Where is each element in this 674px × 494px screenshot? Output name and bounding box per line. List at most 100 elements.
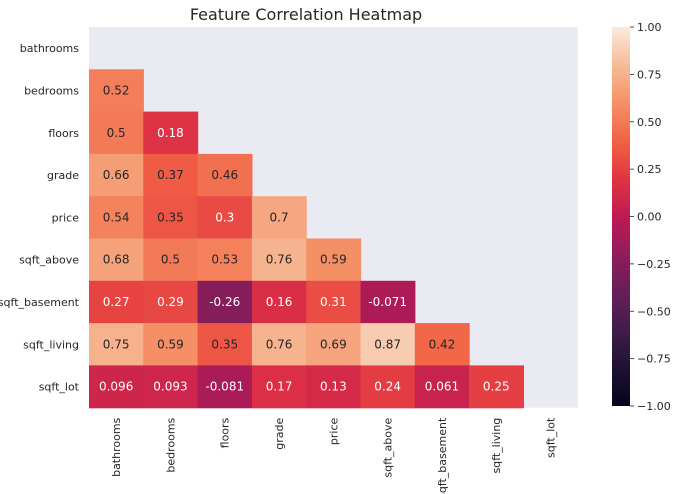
- cell-value-label: 0.096: [99, 380, 133, 394]
- cell-value-label: -0.26: [209, 295, 240, 309]
- x-tick-label: sqft_lot: [545, 417, 558, 458]
- heatmap-cell: [414, 323, 470, 366]
- colorbar-tick-label: 0.25: [637, 163, 662, 176]
- cell-value-label: 0.42: [429, 337, 456, 351]
- heatmap-cell: [251, 280, 307, 324]
- cell-value-label: 0.54: [103, 210, 130, 224]
- cell-value-label: -0.081: [205, 380, 244, 394]
- y-tick-label: grade: [47, 169, 79, 182]
- cell-value-label: 0.5: [107, 126, 126, 140]
- heatmap-cell: [197, 238, 253, 282]
- colorbar-tick-label: 1.00: [637, 21, 662, 34]
- heatmap-cell: [197, 323, 253, 366]
- heatmap-cell: [143, 111, 199, 155]
- x-tick-label: sqft_living: [490, 418, 503, 474]
- cell-value-label: 0.3: [215, 210, 234, 224]
- cell-value-label: 0.66: [103, 168, 130, 182]
- y-tick-label: sqft_above: [19, 254, 79, 267]
- x-tick-label: bedrooms: [164, 417, 177, 472]
- heatmap-cell: [143, 238, 199, 282]
- cell-value-label: 0.76: [266, 253, 293, 267]
- cell-value-label: 0.75: [103, 337, 130, 351]
- colorbar-tick-label: 0.00: [637, 211, 662, 224]
- cell-value-label: 0.29: [157, 295, 184, 309]
- colorbar-tick-label: 0.75: [637, 68, 662, 81]
- cell-value-label: 0.18: [157, 126, 184, 140]
- heatmap-cell: [89, 196, 144, 240]
- heatmap-cell: [143, 153, 199, 197]
- cell-value-label: 0.13: [320, 380, 347, 394]
- heatmap-cell: [89, 153, 144, 197]
- y-tick-label: bedrooms: [24, 84, 79, 97]
- colorbar-tick-label: −0.25: [637, 258, 671, 271]
- heatmap-cell: [89, 323, 144, 366]
- heatmap-cell: [89, 111, 144, 155]
- cell-value-label: 0.46: [211, 168, 238, 182]
- heatmap-cell: [251, 238, 307, 282]
- cell-value-label: 0.7: [270, 210, 289, 224]
- x-tick-labels: bathrooms bedrooms floors grade price sqft_ab…: [110, 417, 557, 494]
- heatmap-cell: [89, 238, 144, 282]
- cell-value-label: 0.59: [320, 253, 347, 267]
- cell-value-label: 0.37: [157, 168, 184, 182]
- colorbar-bar: [612, 27, 630, 406]
- heatmap-cell: [89, 365, 144, 409]
- cell-value-label: 0.31: [320, 295, 347, 309]
- cell-value-label: 0.52: [103, 83, 130, 97]
- x-tick-label: grade: [273, 417, 286, 449]
- cell-value-label: 0.24: [374, 380, 401, 394]
- heatmap-cell: [306, 365, 362, 409]
- heatmap-cell: [197, 153, 253, 197]
- cell-value-label: 0.53: [211, 253, 238, 267]
- heatmap-cell: [89, 280, 144, 324]
- cell-value-label: 0.35: [157, 210, 184, 224]
- colorbar: 1.00 0.75 0.50 0.25 0.00 −0.25 −0.50 −0.75 −1.00: [612, 21, 671, 413]
- cell-value-label: 0.17: [266, 380, 293, 394]
- heatmap-cell: [251, 365, 307, 409]
- heatmap-cell: [414, 365, 470, 409]
- cell-value-label: 0.25: [483, 380, 510, 394]
- cell-value-label: 0.35: [211, 337, 238, 351]
- heatmap-cell: [306, 238, 362, 282]
- cell-value-label: 0.27: [103, 295, 130, 309]
- chart-title: Feature Correlation Heatmap: [190, 5, 422, 24]
- heatmap-cells: 0.52 0.5 0.18 0.66 0.37 0.46 0.54 0.35 0.3 0.7 0.6…: [89, 69, 524, 409]
- y-tick-label: price: [52, 211, 80, 224]
- y-tick-label: floors: [48, 127, 79, 140]
- heatmap-cell: [360, 280, 416, 324]
- x-tick-label: bathrooms: [110, 417, 123, 476]
- x-tick-label: floors: [219, 417, 232, 448]
- cell-value-label: 0.68: [103, 253, 130, 267]
- colorbar-tick-label: −0.50: [637, 305, 671, 318]
- heatmap-cell: [469, 365, 524, 409]
- x-tick-label: sqft_above: [382, 417, 395, 477]
- cell-value-label: 0.59: [157, 337, 184, 351]
- heatmap-cell: [197, 365, 253, 409]
- cell-value-label: -0.071: [368, 295, 407, 309]
- y-tick-label: sqft_basement: [0, 296, 80, 309]
- colorbar-tick-label: −1.00: [637, 400, 671, 413]
- y-tick-label: sqft_living: [23, 338, 79, 351]
- y-tick-label: sqft_lot: [39, 381, 80, 394]
- cell-value-label: 0.093: [153, 380, 187, 394]
- heatmap-cell: [143, 323, 199, 366]
- x-tick-label: sqft_basement: [436, 417, 449, 494]
- cell-value-label: 0.76: [266, 337, 293, 351]
- heatmap-cell: [306, 323, 362, 366]
- heatmap-cell: [143, 196, 199, 240]
- heatmap-cell: [251, 323, 307, 366]
- cell-value-label: 0.16: [266, 295, 293, 309]
- heatmap-cell: [360, 323, 416, 366]
- heatmap-cell: [197, 196, 253, 240]
- heatmap-cell: [197, 280, 253, 324]
- heatmap-cell: [251, 196, 307, 240]
- heatmap-cell: [89, 69, 144, 113]
- cell-value-label: 0.061: [425, 380, 459, 394]
- heatmap-cell: [306, 280, 362, 324]
- y-tick-labels: bathrooms bedrooms floors grade price sqft_ab…: [0, 42, 80, 393]
- colorbar-tick-label: 0.50: [637, 116, 662, 129]
- cell-value-label: 0.87: [374, 337, 401, 351]
- heatmap-cell: [360, 365, 416, 409]
- cell-value-label: 0.69: [320, 337, 347, 351]
